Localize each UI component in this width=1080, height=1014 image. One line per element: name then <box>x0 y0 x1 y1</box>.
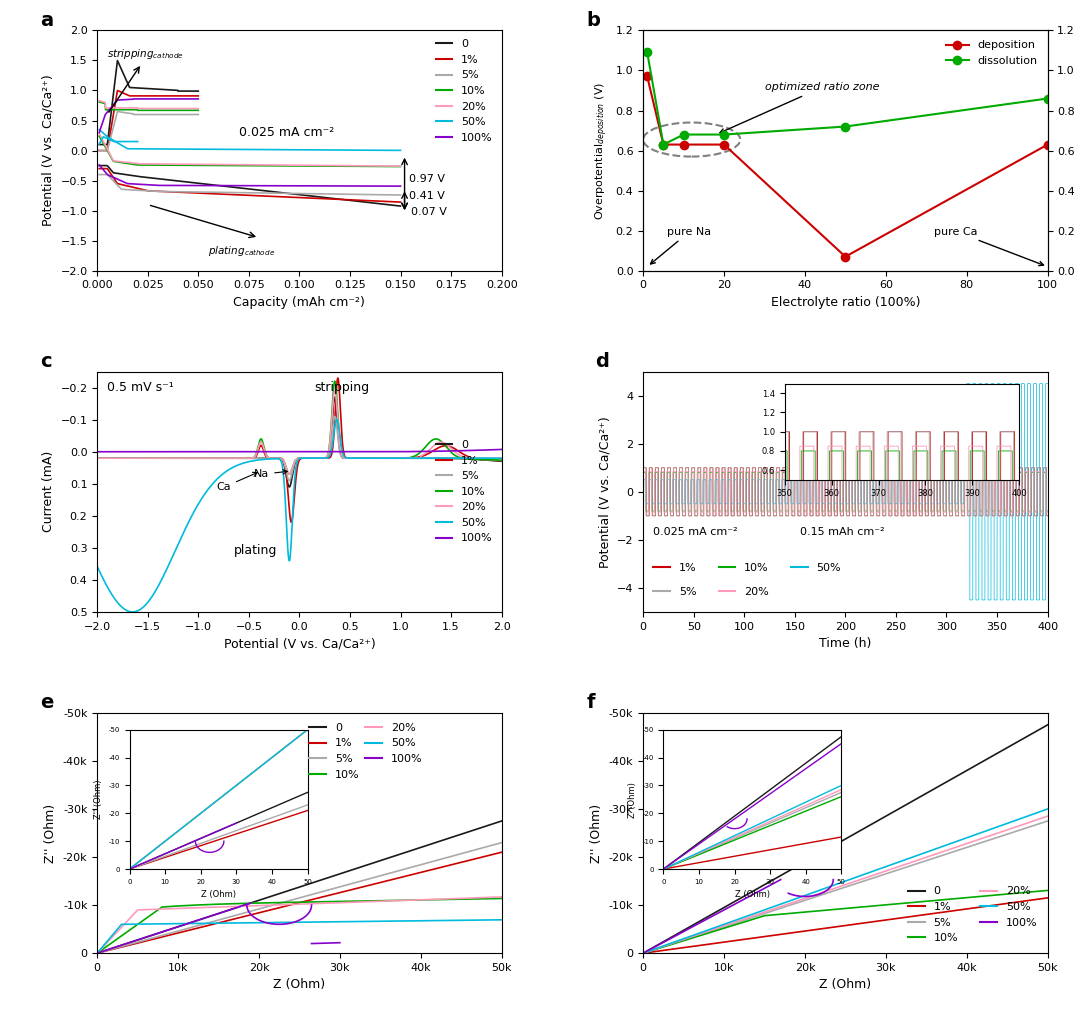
Text: e: e <box>41 693 54 712</box>
Text: b: b <box>586 10 600 29</box>
Legend: 0, 1%, 5%, 10%, 20%, 50%, 100%: 0, 1%, 5%, 10%, 20%, 50%, 100% <box>432 35 496 146</box>
Text: optimized ratio zone: optimized ratio zone <box>720 82 879 133</box>
Text: d: d <box>595 352 608 371</box>
Text: a: a <box>41 10 54 29</box>
Text: 0.97 V: 0.97 V <box>408 173 445 184</box>
Text: 0.15 mAh cm⁻²: 0.15 mAh cm⁻² <box>800 527 885 537</box>
Text: f: f <box>586 693 595 712</box>
X-axis label: Electrolyte ratio (100%): Electrolyte ratio (100%) <box>771 296 920 309</box>
Text: 0.5 mV s⁻¹: 0.5 mV s⁻¹ <box>107 381 174 393</box>
Text: 0.07 V: 0.07 V <box>410 208 446 217</box>
X-axis label: Capacity (mAh cm⁻²): Capacity (mAh cm⁻²) <box>233 296 365 309</box>
Legend: deposition, dissolution: deposition, dissolution <box>942 35 1042 70</box>
Text: 0.41 V: 0.41 V <box>408 192 445 201</box>
Legend: 0, 1%, 5%, 10%, 20%, 50%, 100%: 0, 1%, 5%, 10%, 20%, 50%, 100% <box>904 882 1042 948</box>
Legend: 0, 1%, 5%, 10%, 20%, 50%, 100%: 0, 1%, 5%, 10%, 20%, 50%, 100% <box>432 437 496 547</box>
Text: pure Na: pure Na <box>650 227 712 264</box>
X-axis label: Time (h): Time (h) <box>820 637 872 650</box>
Text: stripping: stripping <box>314 381 369 393</box>
Y-axis label: Z'' (Ohm): Z'' (Ohm) <box>44 803 57 863</box>
Text: 0.025 mA cm⁻²: 0.025 mA cm⁻² <box>239 126 334 139</box>
X-axis label: Z (Ohm): Z (Ohm) <box>820 979 872 992</box>
Text: Ca: Ca <box>216 473 257 492</box>
X-axis label: Z (Ohm): Z (Ohm) <box>273 979 325 992</box>
Y-axis label: Overpotential$_{deposition}$ (V): Overpotential$_{deposition}$ (V) <box>594 81 610 220</box>
Text: pure Ca: pure Ca <box>934 227 1043 266</box>
Text: Na: Na <box>254 469 287 480</box>
Y-axis label: Current (mA): Current (mA) <box>42 451 55 532</box>
Legend: 5%, 20%: 5%, 20% <box>649 583 773 601</box>
Text: stripping$_{cathode}$: stripping$_{cathode}$ <box>107 48 185 62</box>
Text: plating: plating <box>233 545 278 558</box>
X-axis label: Potential (V vs. Ca/Ca²⁺): Potential (V vs. Ca/Ca²⁺) <box>224 637 375 650</box>
Legend: 0, 1%, 5%, 10%, 20%, 50%, 100%: 0, 1%, 5%, 10%, 20%, 50%, 100% <box>305 718 427 784</box>
Text: c: c <box>41 352 52 371</box>
Text: 0.025 mA cm⁻²: 0.025 mA cm⁻² <box>653 527 738 537</box>
Y-axis label: Potential (V vs. Ca/Ca²⁺): Potential (V vs. Ca/Ca²⁺) <box>598 416 611 568</box>
Text: plating$_{cathode}$: plating$_{cathode}$ <box>208 244 275 258</box>
Y-axis label: Z'' (Ohm): Z'' (Ohm) <box>591 803 604 863</box>
Y-axis label: Potential (V vs. Ca/Ca²⁺): Potential (V vs. Ca/Ca²⁺) <box>42 75 55 226</box>
